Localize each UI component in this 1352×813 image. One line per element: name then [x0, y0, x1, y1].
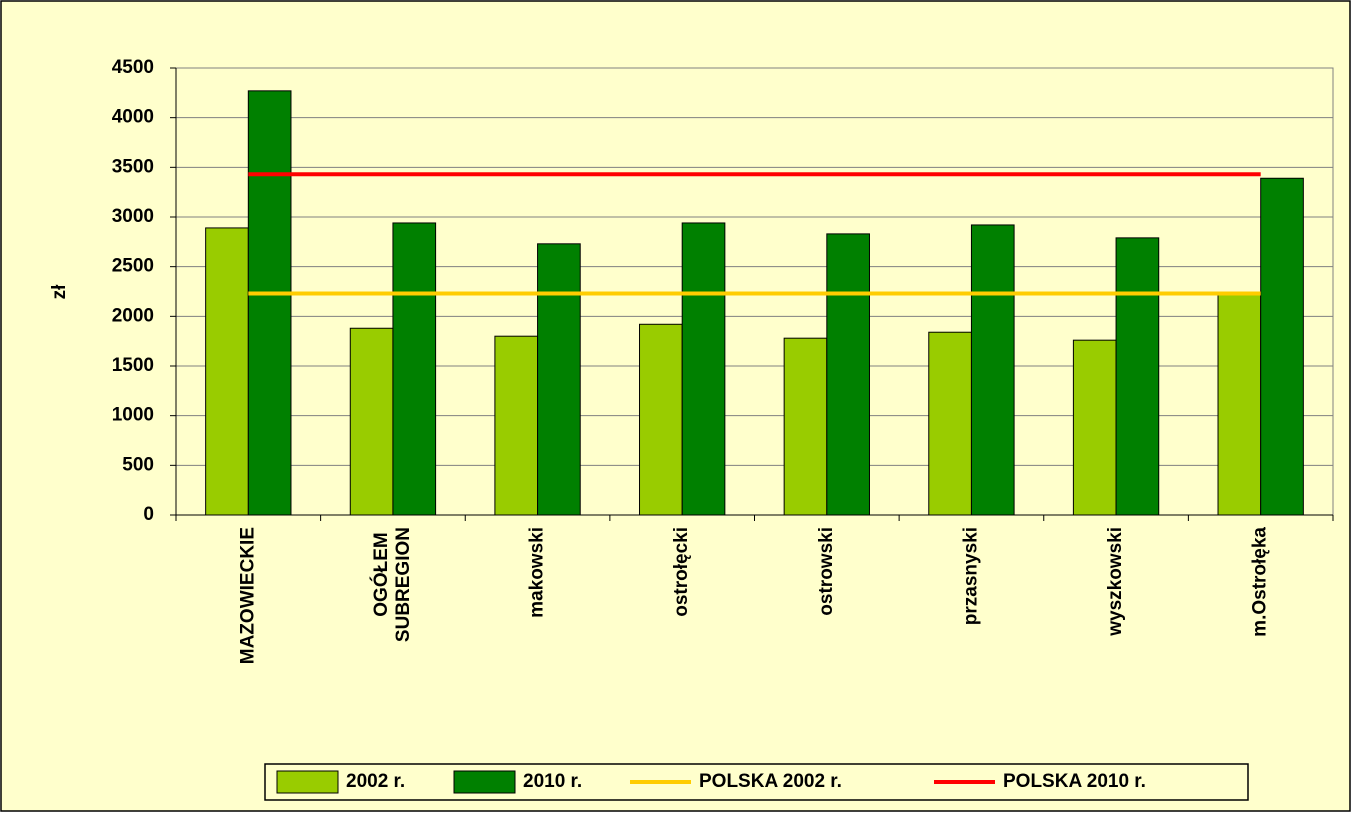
- bar: [1217, 291, 1262, 516]
- bar: [826, 233, 870, 516]
- bar: [205, 227, 249, 516]
- bar: [1072, 339, 1117, 516]
- bar: [928, 331, 972, 516]
- y-tick-label: 3500: [112, 156, 154, 177]
- bar: [537, 243, 581, 516]
- legend-swatch: [276, 770, 339, 794]
- x-tick-label: OGÓŁEM SUBREGION: [370, 527, 414, 642]
- y-tick-label: 3000: [112, 206, 154, 227]
- y-tick-label: 1000: [112, 405, 154, 426]
- legend-label: 2010 r.: [523, 771, 582, 792]
- legend-label: 2002 r.: [346, 771, 405, 792]
- bar: [349, 327, 394, 516]
- x-tick-label: ostrołęcki: [671, 527, 692, 617]
- bar: [247, 90, 292, 516]
- y-tick-label: 500: [122, 454, 154, 475]
- y-tick-label: 2000: [112, 305, 154, 326]
- x-tick-label: przasnyski: [960, 527, 981, 625]
- x-tick-label: wyszkowski: [1105, 527, 1126, 637]
- x-tick-label: makowski: [527, 527, 548, 618]
- bar: [681, 222, 726, 516]
- y-axis-label: zł: [49, 284, 70, 300]
- legend-label: POLSKA 2002 r.: [699, 771, 842, 792]
- x-tick-label: m.Ostrołęka: [1250, 527, 1271, 637]
- bar: [639, 323, 683, 516]
- bar: [494, 335, 539, 516]
- y-tick-label: 0: [143, 504, 154, 525]
- legend: [264, 763, 1249, 801]
- y-tick-label: 4000: [112, 107, 154, 128]
- y-tick-label: 1500: [112, 355, 154, 376]
- y-tick-label: 4500: [112, 57, 154, 78]
- bar: [1115, 237, 1160, 516]
- bar: [1260, 177, 1304, 516]
- bar: [783, 337, 828, 516]
- x-tick-label: MAZOWIECKIE: [237, 527, 258, 664]
- legend-label: POLSKA 2010 r.: [1003, 771, 1146, 792]
- y-tick-label: 2500: [112, 256, 154, 277]
- legend-swatch: [453, 770, 516, 794]
- x-tick-label: ostrowski: [816, 527, 837, 616]
- bar: [392, 222, 437, 516]
- bar: [970, 224, 1015, 516]
